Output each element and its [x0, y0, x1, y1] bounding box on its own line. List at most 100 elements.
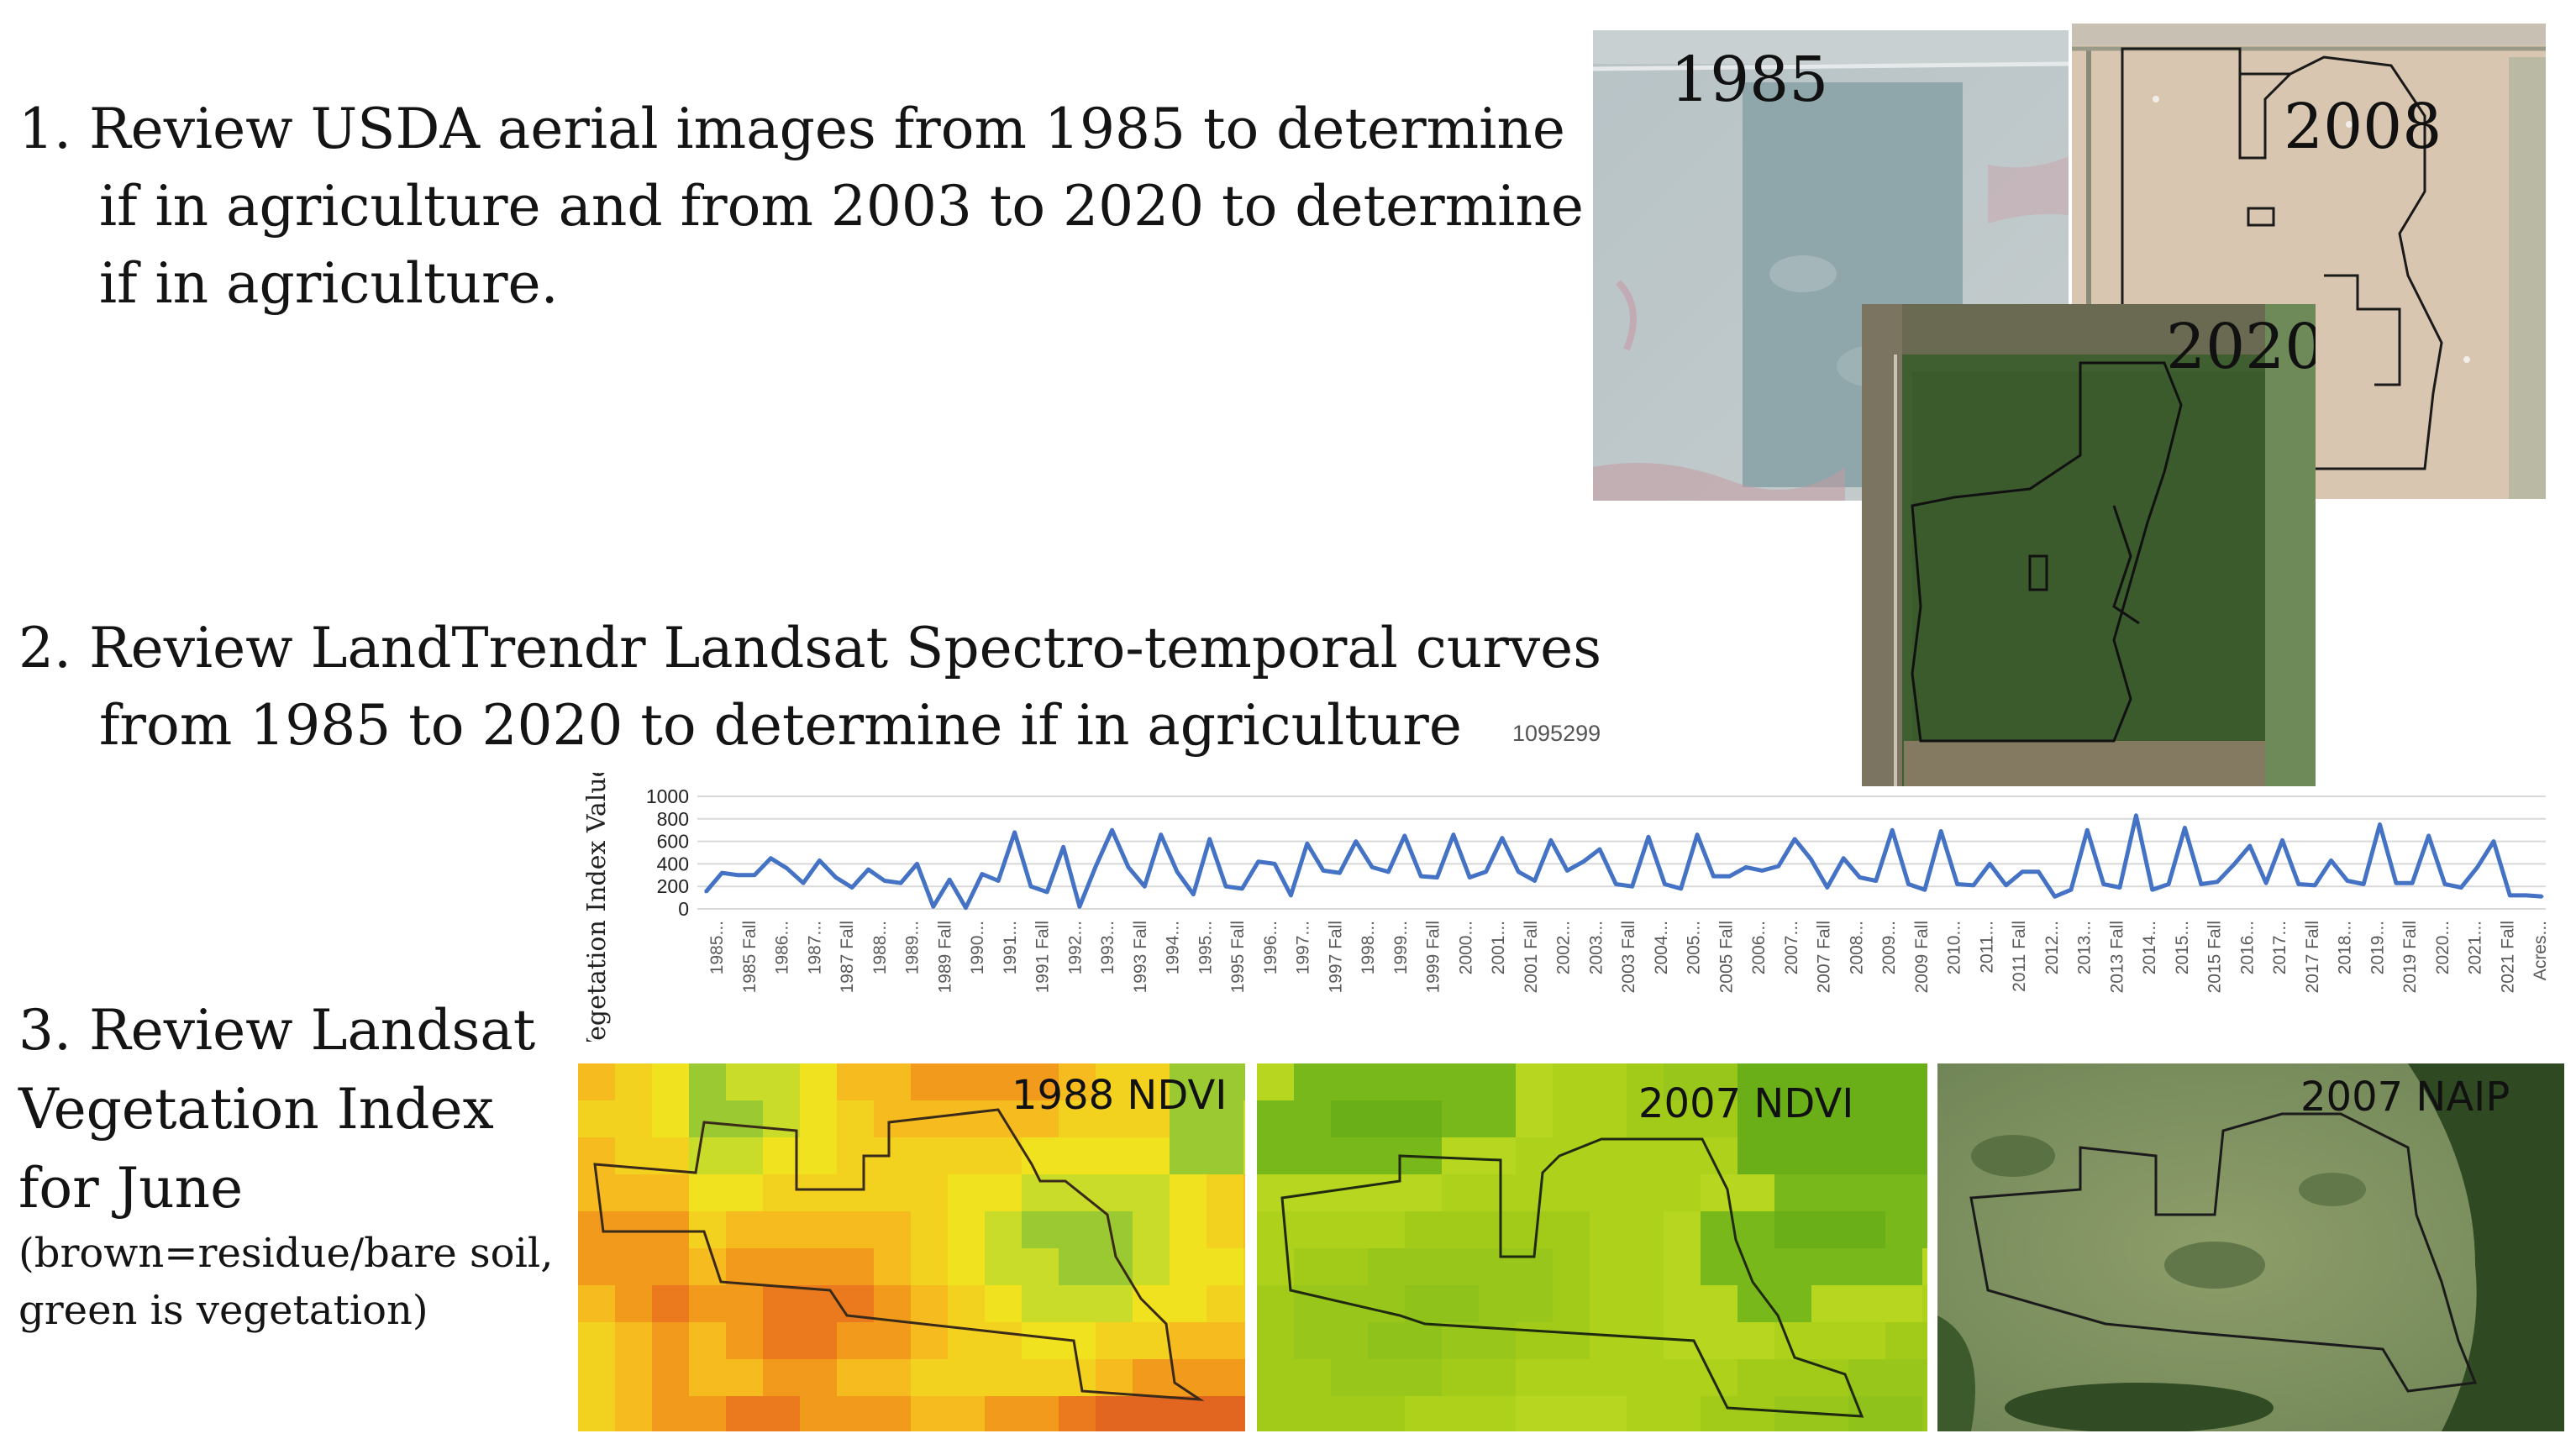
chart-point-55 [1598, 848, 1601, 851]
chart-point-93 [2216, 880, 2219, 884]
chart-point-58 [1647, 835, 1650, 838]
chart-point-29 [1175, 870, 1179, 874]
chart-point-90 [2167, 883, 2170, 886]
chart-x-tick-label-39: 2011... [1977, 921, 1996, 974]
chart-x-tick-label-45: 2015... [2173, 921, 2192, 974]
chart-x-tick-label-37: 2009 Fall [1912, 921, 1932, 993]
chart-x-tick-label-23: 2000... [1456, 921, 1475, 974]
chart-x-tick-label-53: 2020... [2433, 921, 2452, 974]
chart-point-4 [769, 857, 772, 860]
chart-x-tick-label-1: 1985 Fall [740, 921, 760, 993]
chart-x-tick-label-25: 2001 Fall [1522, 921, 1541, 993]
chart-x-tick-label-9: 1991... [1001, 921, 1020, 974]
chart-point-86 [2102, 883, 2105, 886]
chart-point-78 [1972, 884, 1975, 887]
chart-x-tick-label-4: 1987 Fall [838, 921, 857, 993]
chart-x-tick-label-33: 2007... [1782, 921, 1801, 974]
step-1-line-3: if in agriculture. [99, 251, 559, 316]
chart-point-72 [1874, 880, 1878, 882]
chart-x-tick-label-50: 2018... [2336, 921, 2355, 974]
chart-point-102 [2362, 883, 2365, 886]
chart-point-105 [2410, 881, 2414, 885]
chart-point-60 [1680, 887, 1683, 890]
ndvi-2007-label: 2007 NDVI [1638, 1080, 1854, 1127]
chart-x-tick-label-35: 2008... [1847, 921, 1866, 974]
chart-point-33 [1240, 887, 1243, 890]
chart-x-tick-label-21: 1999... [1391, 921, 1411, 974]
chart-y-tick-label-5: 1000 [646, 785, 689, 807]
chart-x-tick-label-16: 1995 Fall [1228, 921, 1248, 993]
chart-point-89 [2151, 888, 2154, 891]
chart-point-50 [1517, 870, 1520, 874]
chart-y-axis-label: Vegetation Index Values [582, 773, 612, 1042]
chart-x-tick-label-2: 1986... [773, 921, 792, 974]
chart-point-49 [1501, 837, 1504, 840]
chart-x-tick-label-18: 1997... [1294, 921, 1313, 974]
step-3-text: 3. Review Landsat Vegetation Index for J… [18, 991, 535, 1228]
chart-point-66 [1777, 864, 1780, 868]
chart-x-tick-label-12: 1993... [1098, 921, 1117, 974]
chart-x-tick-label-22: 1999 Fall [1424, 921, 1443, 993]
chart-x-tick-label-52: 2019 Fall [2400, 921, 2420, 993]
chart-point-48 [1485, 870, 1488, 874]
chart-point-87 [2118, 886, 2121, 890]
chart-x-tick-label-49: 2017 Fall [2303, 921, 2322, 993]
chart-series [704, 813, 2544, 911]
chart-point-1 [720, 871, 723, 874]
chart-point-94 [2232, 864, 2235, 867]
chart-point-54 [1582, 860, 1585, 864]
chart-point-31 [1208, 838, 1212, 841]
chart-point-88 [2134, 814, 2137, 817]
chart-point-56 [1614, 883, 1617, 886]
chart-x-tick-label-41: 2012... [2042, 921, 2062, 974]
chart-y-tick-label-4: 800 [657, 808, 689, 830]
chart-x-tick-label-56: Acres... [2531, 921, 2550, 980]
chart-x-tick-label-27: 2003... [1586, 921, 1606, 974]
step-3-line-3: for June [18, 1156, 244, 1221]
chart-point-100 [2330, 859, 2333, 862]
chart-point-13 [915, 862, 918, 865]
chart-point-32 [1224, 885, 1228, 888]
chart-x-tick-label-11: 1992... [1065, 921, 1085, 974]
chart-point-42 [1386, 870, 1390, 874]
chart-point-9 [850, 886, 854, 890]
chart-point-53 [1565, 869, 1569, 872]
chart-point-71 [1858, 875, 1862, 879]
chart-point-20 [1029, 885, 1033, 888]
chart-x-tick-label-29: 2004... [1652, 921, 1671, 974]
chart-point-84 [2069, 888, 2073, 891]
chart-point-65 [1760, 869, 1764, 872]
chart-point-111 [2508, 894, 2511, 897]
naip-2007-label: 2007 NAIP [2300, 1074, 2510, 1121]
chart-point-19 [1013, 831, 1017, 834]
chart-point-96 [2264, 881, 2268, 885]
aerial-image-2020-label: 2020 [2166, 311, 2316, 383]
chart-point-11 [883, 880, 886, 882]
chart-point-10 [866, 868, 870, 871]
chart-point-107 [2443, 883, 2447, 886]
chart-point-5 [786, 867, 789, 870]
chart-point-7 [817, 859, 821, 862]
chart-point-12 [899, 881, 902, 885]
chart-x-tick-label-46: 2015 Fall [2205, 921, 2225, 993]
chart-point-16 [965, 906, 968, 910]
chart-grid [697, 796, 2546, 910]
step-3-line-2: Vegetation Index [18, 1077, 494, 1142]
chart-x-tick-label-43: 2013 Fall [2107, 921, 2127, 993]
chart-point-6 [802, 881, 805, 885]
chart-x-tick-label-24: 2001... [1489, 921, 1508, 974]
chart-y-tick-label-1: 200 [657, 875, 689, 897]
chart-point-63 [1728, 874, 1732, 878]
chart-x-tick-labels: 1985... 1985 Fall 1986... 1987... 1987 Fall 1… [707, 921, 2550, 993]
chart-point-46 [1452, 833, 1455, 837]
chart-point-76 [1939, 830, 1943, 833]
chart-point-92 [2200, 883, 2203, 886]
chart-point-43 [1403, 834, 1406, 838]
chart-x-tick-label-3: 1987... [805, 921, 824, 974]
chart-x-tick-label-13: 1993 Fall [1131, 921, 1150, 993]
chart-x-tick-label-51: 2019... [2368, 921, 2387, 974]
chart-x-tick-label-38: 2010... [1945, 921, 1964, 974]
chart-point-80 [2005, 884, 2008, 887]
chart-x-tick-label-36: 2009... [1879, 921, 1899, 974]
chart-x-tick-label-54: 2021... [2466, 921, 2485, 974]
